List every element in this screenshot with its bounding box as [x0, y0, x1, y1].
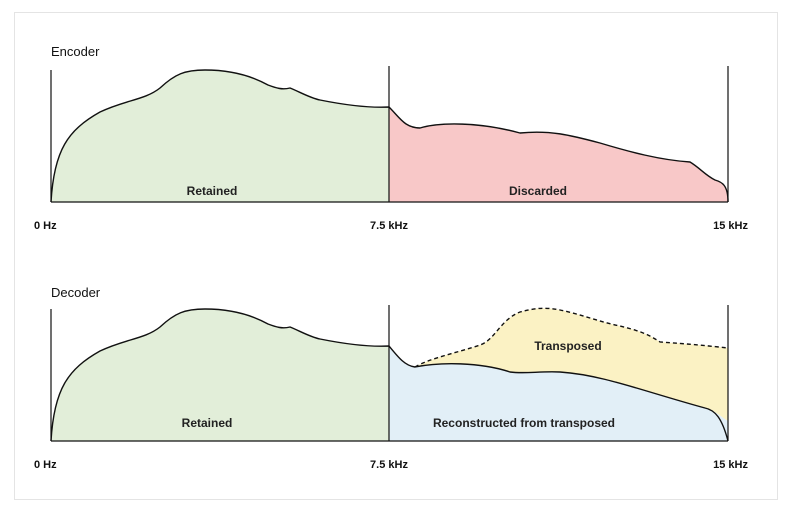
- decoder-tick-0hz: 0 Hz: [34, 459, 57, 471]
- decoder-transposed-curve: [414, 307, 729, 368]
- decoder-panel: Decoder Retained Transposed Reconstructe…: [34, 285, 748, 471]
- encoder-title: Encoder: [51, 44, 100, 59]
- encoder-discarded-area: [389, 107, 728, 202]
- encoder-retained-area: [51, 70, 389, 202]
- encoder-panel: Encoder Retained Discarded 0 Hz 7.5 kHz …: [34, 44, 748, 232]
- decoder-title: Decoder: [51, 285, 101, 300]
- decoder-tick-7-5khz: 7.5 kHz: [370, 459, 408, 471]
- decoder-retained-area: [51, 309, 389, 441]
- encoder-discarded-label: Discarded: [509, 184, 567, 198]
- decoder-retained-label: Retained: [182, 416, 233, 430]
- encoder-tick-0hz: 0 Hz: [34, 220, 57, 232]
- encoder-spectrum-curve: [50, 69, 729, 203]
- decoder-tick-15khz: 15 kHz: [713, 459, 748, 471]
- decoder-reconstructed-label: Reconstructed from transposed: [433, 416, 615, 430]
- encoder-tick-7-5khz: 7.5 kHz: [370, 220, 408, 232]
- decoder-reconstructed-area: [389, 346, 728, 441]
- decoder-spectrum-curve: [50, 308, 729, 442]
- encoder-retained-label: Retained: [187, 184, 238, 198]
- decoder-transposed-label: Transposed: [534, 339, 601, 353]
- encoder-tick-15khz: 15 kHz: [713, 220, 748, 232]
